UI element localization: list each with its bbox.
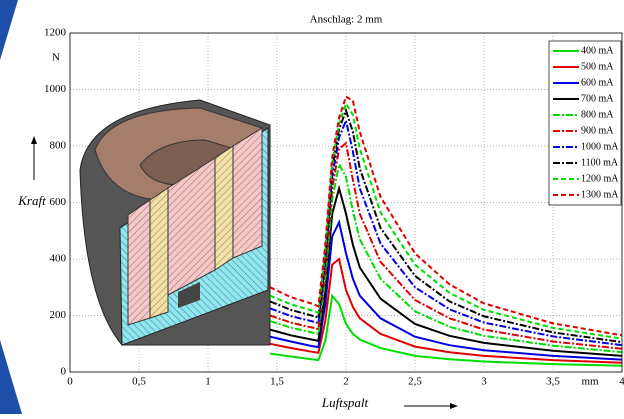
x-tick-label: 4: [619, 376, 624, 388]
page: Anschlag: 2 mm N mm Kraft Luftspalt 400 …: [0, 0, 624, 419]
y-tick-label: 600: [50, 196, 67, 208]
arrow-head: [450, 403, 458, 409]
corner-decoration: [0, 340, 22, 414]
y-tick-label: 0: [61, 366, 67, 378]
x-tick-label: 0: [67, 376, 73, 388]
arrow-head: [31, 136, 37, 144]
x-tick-label: 1,5: [270, 376, 284, 388]
y-tick-label: 1000: [44, 83, 67, 95]
illustration: [80, 100, 270, 345]
x-tick-label: 2,5: [408, 376, 422, 388]
x-tick-label: 0,5: [132, 376, 146, 388]
x-tick-label: 2: [343, 376, 349, 388]
x-axis-label: Luftspalt: [321, 395, 369, 410]
x-tick-label: 3,5: [546, 376, 560, 388]
x-unit: mm: [581, 376, 599, 388]
coil: [215, 146, 233, 270]
y-axis-label: Kraft: [17, 193, 46, 208]
legend-label: 500 mA: [581, 61, 614, 72]
y-unit: N: [52, 52, 60, 64]
y-tick-label: 200: [50, 309, 67, 321]
y-tick-label: 800: [50, 140, 67, 152]
y-tick-label: 1200: [44, 27, 67, 39]
legend-label: 400 mA: [581, 45, 614, 56]
section: [128, 200, 150, 325]
legend-label: 1300 mA: [581, 189, 619, 200]
legend-label: 1100 mA: [581, 157, 619, 168]
legend-label: 600 mA: [581, 77, 614, 88]
chart-title: Anschlag: 2 mm: [310, 14, 383, 26]
x-tick-label: 3: [481, 376, 487, 388]
legend-label: 700 mA: [581, 93, 614, 104]
chart: Anschlag: 2 mm N mm Kraft Luftspalt 400 …: [0, 0, 624, 414]
legend-label: 1200 mA: [581, 173, 619, 184]
section: [233, 128, 262, 258]
y-tick-label: 400: [50, 253, 67, 265]
legend-label: 1000 mA: [581, 141, 619, 152]
coil: [150, 188, 168, 318]
x-tick-label: 1: [205, 376, 211, 388]
legend-label: 800 mA: [581, 109, 614, 120]
legend-label: 900 mA: [581, 125, 614, 136]
corner-decoration: [0, 0, 18, 60]
